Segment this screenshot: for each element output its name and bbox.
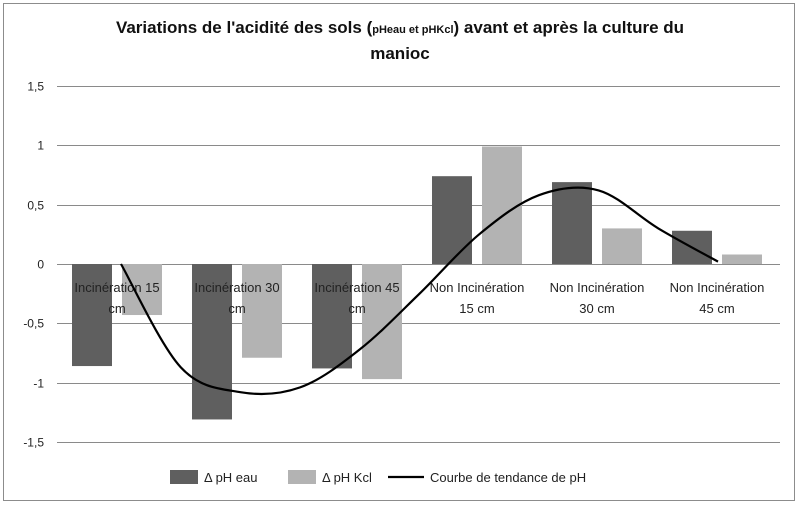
category-label: cm [348, 301, 365, 316]
trendline-layer [120, 186, 719, 396]
legend-trendline-label: Courbe de tendance de pH [430, 470, 586, 485]
y-tick-label: 1,5 [27, 80, 44, 94]
bar-ph-eau [432, 176, 472, 264]
bar-ph-eau [312, 264, 352, 369]
category-label: cm [228, 301, 245, 316]
category-label: Incinération 45 [314, 280, 399, 295]
legend-ph-kcl-swatch [288, 470, 316, 484]
category-label: Incinération 30 [194, 280, 279, 295]
y-tick-label: -1 [33, 377, 44, 391]
category-label: 45 cm [699, 301, 734, 316]
category-label: cm [108, 301, 125, 316]
bar-ph-eau [72, 264, 112, 367]
bar-ph-eau [192, 264, 232, 420]
category-label: Non Incinération [670, 280, 765, 295]
y-tick-label: -1,5 [23, 436, 44, 450]
legend: Δ pH eau Δ pH Kcl Courbe de tendance de pH [170, 470, 586, 485]
bar-ph-eau [552, 182, 592, 264]
y-tick-label: 0,5 [27, 199, 44, 213]
bar-ph-kcl [482, 146, 522, 264]
trendline-curve [120, 186, 719, 396]
gridlines [57, 86, 780, 443]
bars [72, 146, 762, 420]
chart-title: Variations de l'acidité des sols (pHeau … [115, 18, 685, 63]
legend-ph-eau-swatch [170, 470, 198, 484]
y-tick-label: 1 [37, 139, 44, 153]
legend-ph-eau-label: Δ pH eau [204, 470, 258, 485]
bar-ph-kcl [362, 264, 402, 380]
category-label: Non Incinération [430, 280, 525, 295]
bar-ph-kcl [722, 254, 762, 264]
category-label: 15 cm [459, 301, 494, 316]
y-axis-tick-labels: 1,5 1 0,5 0 -0,5 -1 -1,5 [23, 80, 44, 450]
category-label: Incinération 15 [74, 280, 159, 295]
category-label: Non Incinération [550, 280, 645, 295]
category-labels: Incinération 15 cm Incinération 30 cm Inciné… [74, 280, 764, 316]
bar-ph-kcl [602, 228, 642, 264]
category-label: 30 cm [579, 301, 614, 316]
y-tick-label: -0,5 [23, 317, 44, 331]
bar-ph-kcl [242, 264, 282, 358]
legend-ph-kcl-label: Δ pH Kcl [322, 470, 372, 485]
y-tick-label: 0 [37, 258, 44, 272]
